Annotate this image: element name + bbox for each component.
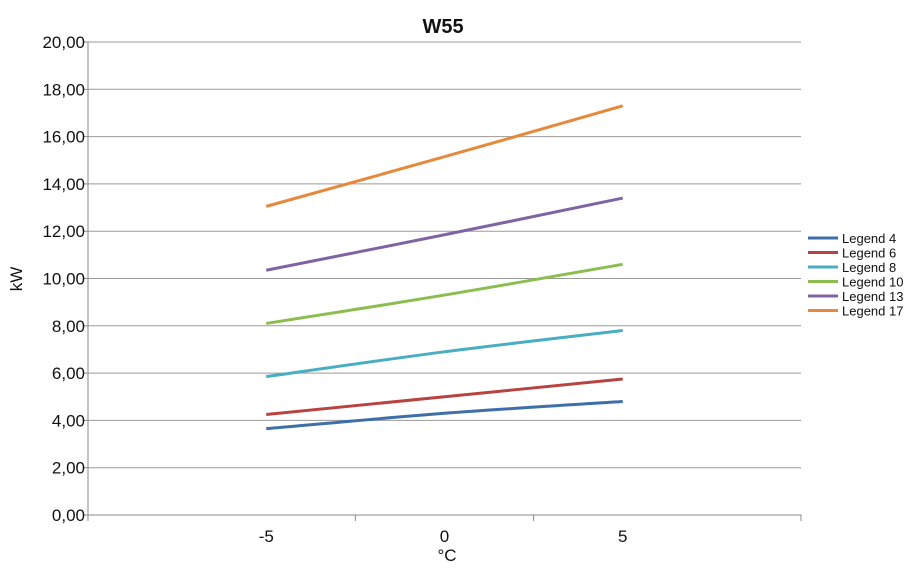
y-tick-label: 6,00 <box>52 364 85 383</box>
y-tick-label: 18,00 <box>42 80 85 99</box>
series-line <box>266 262 624 325</box>
legend-label: Legend 17 <box>842 304 903 319</box>
y-tick-label: 2,00 <box>52 459 85 478</box>
y-tick-label: 4,00 <box>52 411 85 430</box>
legend-label: Legend 13 <box>842 289 903 304</box>
x-tick-label: 0 <box>440 527 449 546</box>
series-line <box>266 329 623 379</box>
x-tick-labels: -5 0 5 <box>259 527 628 546</box>
axes <box>83 41 802 521</box>
gridlines <box>88 41 801 469</box>
series-line <box>265 104 624 208</box>
y-tick-label: 12,00 <box>42 222 85 241</box>
series-line <box>266 377 623 416</box>
legend-label: Legend 8 <box>842 260 896 275</box>
legend-label: Legend 4 <box>842 231 896 246</box>
series-line <box>265 196 624 272</box>
y-axis-label: kW <box>7 267 26 292</box>
y-tick-label: 20,00 <box>42 33 85 52</box>
chart-title: W55 <box>422 16 463 38</box>
y-tick-label: 8,00 <box>52 317 85 336</box>
x-tick-label: -5 <box>259 527 274 546</box>
y-tick-labels: 0,00 2,00 4,00 6,00 8,00 10,00 12,00 14,00 16,00… <box>42 33 85 525</box>
y-tick-label: 16,00 <box>42 128 85 147</box>
legend-label: Legend 6 <box>842 246 896 261</box>
series-lines <box>265 104 624 431</box>
x-tick-label: 5 <box>618 527 627 546</box>
x-axis-label: °C <box>437 546 456 565</box>
series-line <box>266 399 623 431</box>
y-tick-label: 14,00 <box>42 175 85 194</box>
y-tick-label: 0,00 <box>52 506 85 525</box>
y-tick-label: 10,00 <box>42 270 85 289</box>
legend-label: Legend 10 <box>842 275 903 290</box>
